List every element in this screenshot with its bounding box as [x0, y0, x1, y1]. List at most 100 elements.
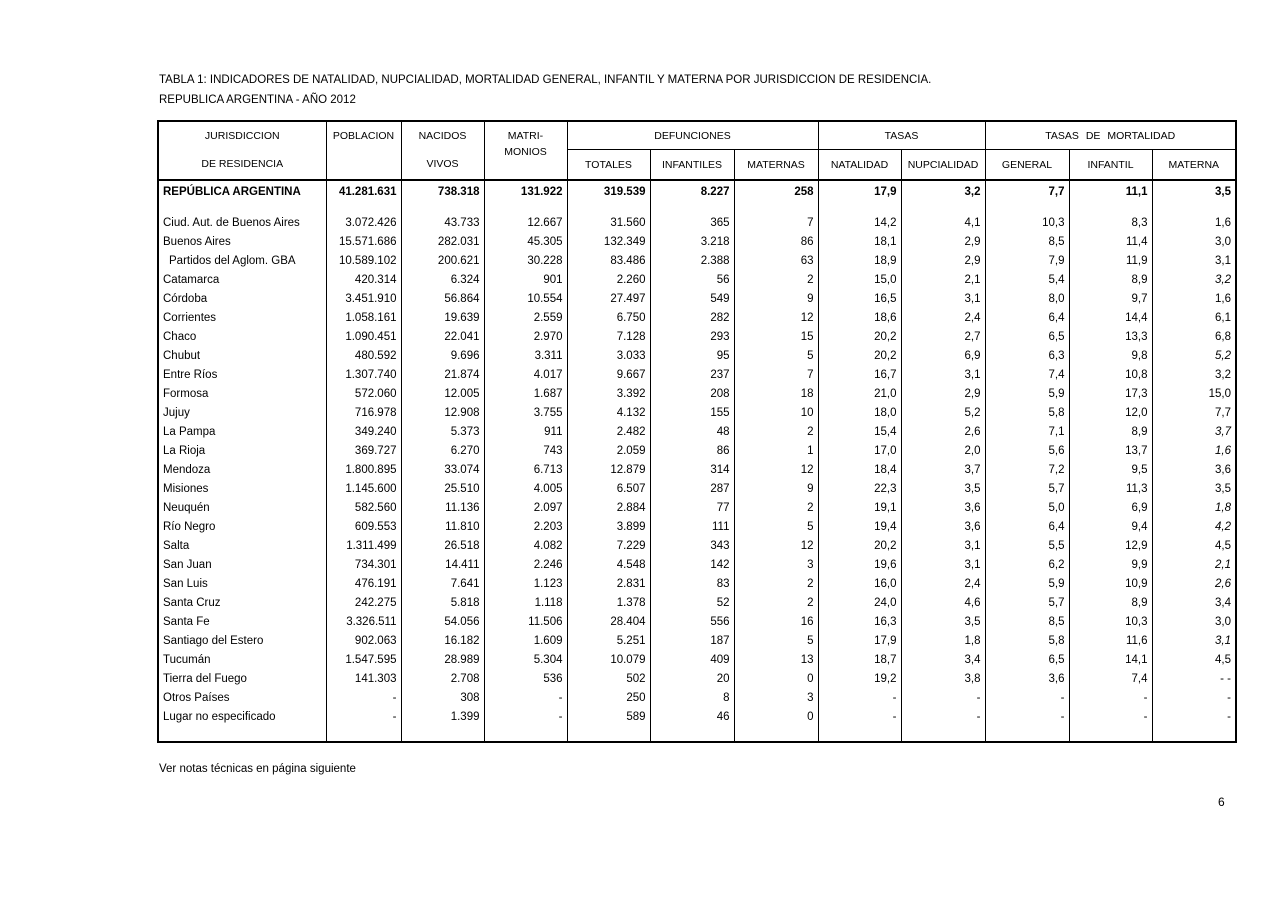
value-cell: 3,2	[1151, 270, 1237, 289]
value-cell: -	[1151, 707, 1237, 726]
value-cell: 4,5	[1151, 650, 1237, 669]
value-cell: 8,5	[984, 612, 1070, 631]
value-cell: 6,4	[984, 517, 1070, 536]
value-cell: 5.304	[483, 650, 568, 669]
value-cell: 31.560	[566, 213, 651, 232]
value-cell: 11,6	[1068, 631, 1153, 650]
empty-cell	[1151, 203, 1237, 213]
value-cell: 8.227	[649, 180, 735, 203]
value-cell: 5,4	[984, 270, 1070, 289]
value-cell: -	[817, 707, 902, 726]
value-cell: 282	[649, 308, 735, 327]
value-cell: 3.451.910	[325, 289, 402, 308]
subheader-natalidad: NATALIDAD	[817, 149, 902, 180]
value-cell: 2,7	[900, 327, 986, 346]
table-row: Tucumán 1.547.595 28.989 5.304 10.079 409 13 18…	[157, 650, 1237, 669]
value-cell: 3,5	[1151, 180, 1237, 203]
value-cell: 3.326.511	[325, 612, 402, 631]
document-title: TABLA 1: INDICADORES DE NATALIDAD, NUPCI…	[159, 70, 931, 110]
jurisdiction-cell: Salta	[157, 536, 327, 555]
table-row: Catamarca 420.314 6.324 901 2.260 56 2 15,0 2,1 5…	[157, 270, 1237, 289]
header-label: JURISDICCION	[204, 130, 280, 142]
value-cell: 33.074	[400, 460, 485, 479]
value-cell: 6.270	[400, 441, 485, 460]
jurisdiction-cell: Neuquén	[157, 498, 327, 517]
value-cell: 12.667	[483, 213, 568, 232]
value-cell: 28.989	[400, 650, 485, 669]
value-cell: 15.571.686	[325, 232, 402, 251]
table-row: Mendoza 1.800.895 33.074 6.713 12.879 314 12 18…	[157, 460, 1237, 479]
value-cell: 369.727	[325, 441, 402, 460]
table-row: Jujuy 716.978 12.908 3.755 4.132 155 10 18,0 5,2…	[157, 403, 1237, 422]
title-line-2: REPUBLICA ARGENTINA - AÑO 2012	[159, 94, 356, 106]
value-cell: 8,5	[984, 232, 1070, 251]
value-cell: 9.667	[566, 365, 651, 384]
value-cell: 63	[733, 251, 819, 270]
value-cell: 5.818	[400, 593, 485, 612]
value-cell: 11,4	[1068, 232, 1153, 251]
table-row: La Pampa 349.240 5.373 911 2.482 48 2 15,4 2,6 7,…	[157, 422, 1237, 441]
value-cell: 1,6	[1151, 213, 1237, 232]
value-cell: 250	[566, 688, 651, 707]
jurisdiction-cell: Corrientes	[157, 308, 327, 327]
value-cell: 15,0	[817, 270, 902, 289]
value-cell: -	[984, 707, 1070, 726]
table-row: Santa Cruz 242.275 5.818 1.118 1.378 52 2 24,0 4…	[157, 593, 1237, 612]
value-cell: 3,2	[1151, 365, 1237, 384]
value-cell: 7,1	[984, 422, 1070, 441]
value-cell: 111	[649, 517, 735, 536]
value-cell: 6,5	[984, 327, 1070, 346]
value-cell: 2,9	[900, 384, 986, 403]
value-cell: 18	[733, 384, 819, 403]
jurisdiction-cell: Entre Ríos	[157, 365, 327, 384]
value-cell: 3,4	[900, 650, 986, 669]
value-cell: 5,5	[984, 536, 1070, 555]
value-cell: 2	[733, 498, 819, 517]
value-cell: 21.874	[400, 365, 485, 384]
value-cell: 1.058.161	[325, 308, 402, 327]
header-label: POBLACION	[332, 130, 395, 142]
jurisdiction-cell: San Luis	[157, 574, 327, 593]
table-row: Partidos del Aglom. GBA 10.589.102 200.621…	[157, 251, 1237, 270]
value-cell: 3.033	[566, 346, 651, 365]
value-cell: 3	[733, 688, 819, 707]
value-cell: 536	[483, 669, 568, 688]
value-cell: 7.128	[566, 327, 651, 346]
value-cell: 18,6	[817, 308, 902, 327]
value-cell: 5,9	[984, 384, 1070, 403]
value-cell: 7	[733, 213, 819, 232]
value-cell: 2,6	[1151, 574, 1237, 593]
value-cell: 10.589.102	[325, 251, 402, 270]
value-cell: 4.548	[566, 555, 651, 574]
value-cell: 3.218	[649, 232, 735, 251]
value-cell: 14.411	[400, 555, 485, 574]
value-cell: 2,9	[900, 232, 986, 251]
value-cell: 409	[649, 650, 735, 669]
value-cell: 83.486	[566, 251, 651, 270]
value-cell: 502	[566, 669, 651, 688]
column-header-jurisdiccion: JURISDICCION DE RESIDENCIA	[157, 121, 327, 180]
value-cell: 200.621	[400, 251, 485, 270]
value-cell: 365	[649, 213, 735, 232]
value-cell: 7.641	[400, 574, 485, 593]
subheader-infantiles: INFANTILES	[649, 149, 735, 180]
value-cell: 6.750	[566, 308, 651, 327]
value-cell: -	[325, 707, 402, 726]
empty-cell	[733, 203, 819, 213]
value-cell: 13,7	[1068, 441, 1153, 460]
table-row: Otros Países -308-250 8 3- - - - -	[157, 688, 1237, 707]
value-cell: 10,3	[984, 213, 1070, 232]
value-cell: 1.123	[483, 574, 568, 593]
value-cell: 12.908	[400, 403, 485, 422]
header-label: MATRI-	[507, 130, 544, 142]
value-cell: 6,1	[1151, 308, 1237, 327]
value-cell: 22,3	[817, 479, 902, 498]
value-cell: 12.879	[566, 460, 651, 479]
jurisdiction-cell: Buenos Aires	[157, 232, 327, 251]
empty-cell	[325, 203, 402, 213]
indicators-table: JURISDICCION DE RESIDENCIA POBLACION NAC…	[157, 120, 1238, 743]
value-cell: 734.301	[325, 555, 402, 574]
value-cell: 21,0	[817, 384, 902, 403]
value-cell: 2	[733, 593, 819, 612]
table-row: Río Negro 609.553 11.810 2.203 3.899 111 5 19,4…	[157, 517, 1237, 536]
